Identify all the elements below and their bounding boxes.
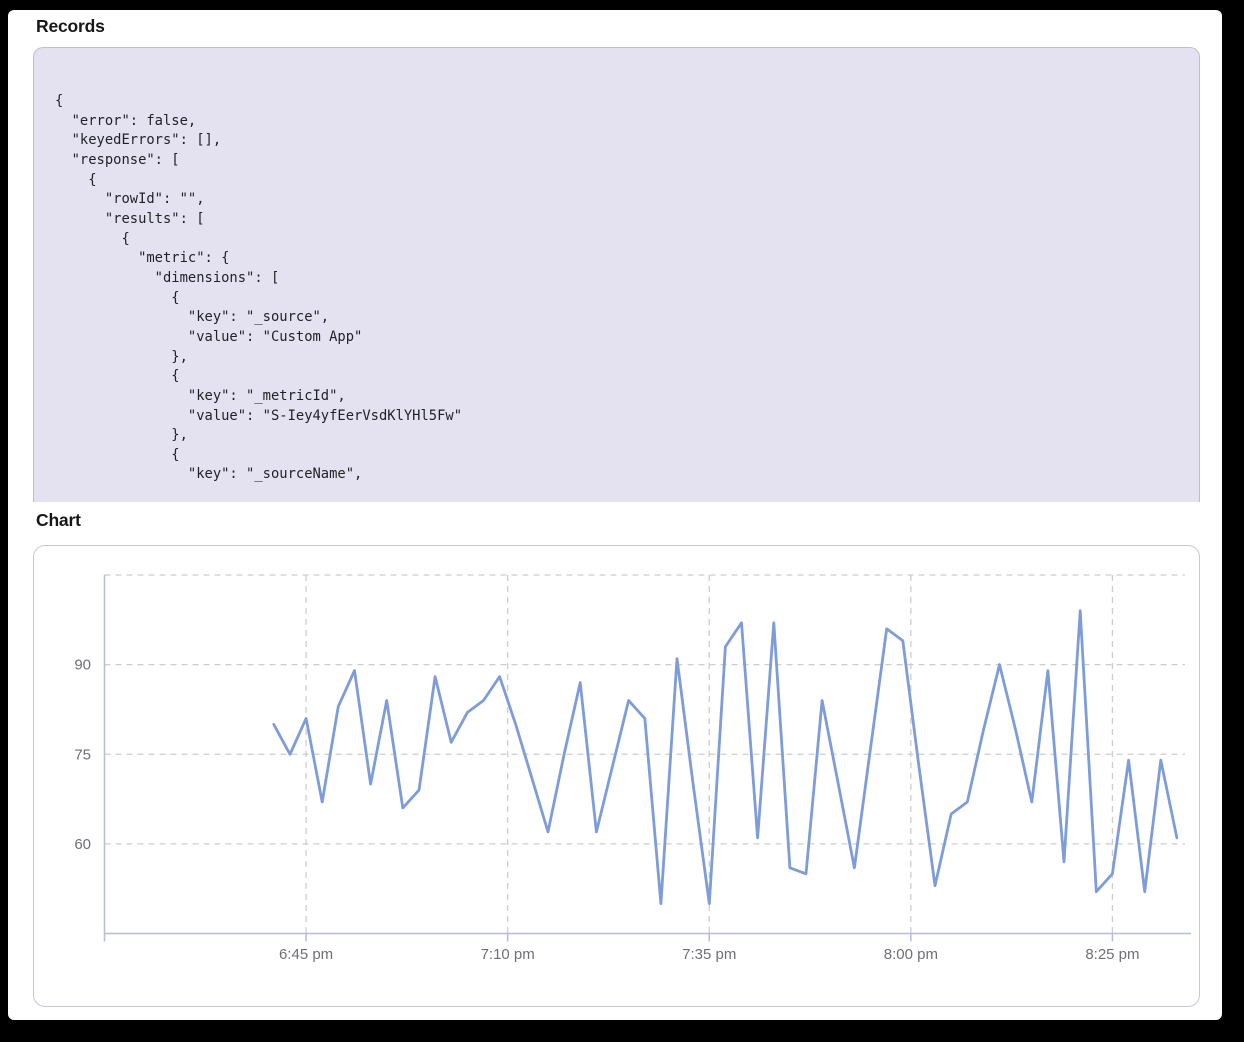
x-axis-tick-label: 7:35 pm <box>682 946 736 963</box>
y-axis-tick-label: 60 <box>74 836 91 853</box>
x-axis-tick-label: 6:45 pm <box>279 946 333 963</box>
x-axis-tick-label: 8:25 pm <box>1085 946 1139 963</box>
records-section-title: Records <box>36 16 105 36</box>
y-axis-tick-label: 90 <box>74 657 91 674</box>
x-axis-tick-label: 7:10 pm <box>481 946 535 963</box>
metric-series-line <box>272 609 1179 906</box>
chart-section-title: Chart <box>36 510 81 530</box>
chart-card: 6:45 pm 7:10 pm 7:35 pm 8:00 pm 8:25 pm 60 75 9… <box>33 545 1200 1007</box>
y-axis-tick-label: 75 <box>74 746 91 763</box>
metrics-line-chart[interactable]: 6:45 pm 7:10 pm 7:35 pm 8:00 pm 8:25 pm 60 75 9… <box>34 546 1198 1005</box>
records-json-content: { "error": false, "keyedErrors": [], "re… <box>55 93 463 483</box>
x-axis-tick-label: 8:00 pm <box>884 946 938 963</box>
records-code-block[interactable]: { "error": false, "keyedErrors": [], "re… <box>33 47 1200 502</box>
page: Records { "error": false, "keyedErrors":… <box>8 10 1222 1020</box>
